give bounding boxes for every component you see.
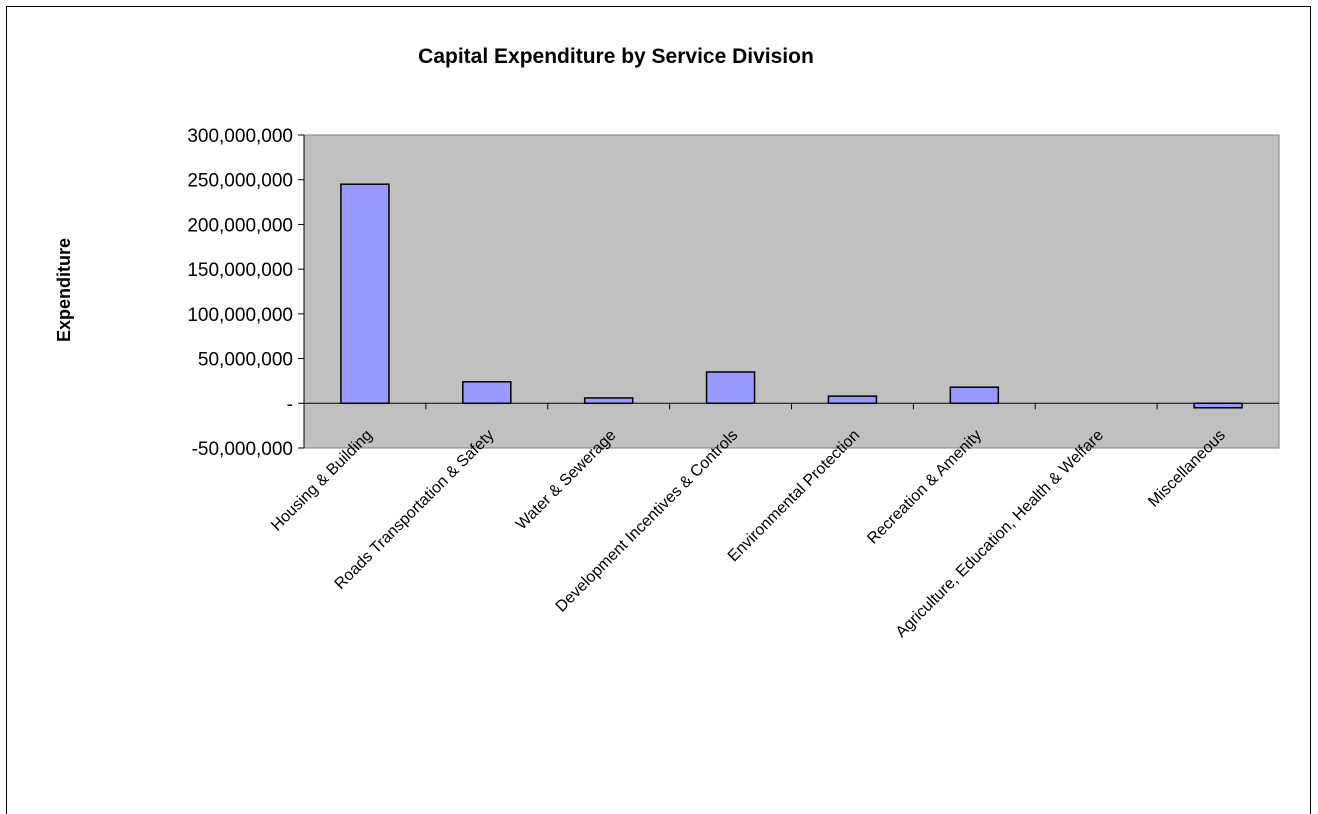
y-tick-label: - [287, 394, 293, 415]
bar [827, 395, 878, 405]
y-tick-label: 300,000,000 [187, 126, 293, 147]
bars [340, 183, 1243, 409]
bar [462, 381, 512, 405]
chart-title: Capital Expenditure by Service Division [418, 45, 814, 68]
y-tick-label: 250,000,000 [187, 171, 293, 192]
bar [705, 371, 756, 405]
y-axis: 300,000,000 250,000,000 200,000,000 150,000… [187, 126, 305, 460]
zero-axis [304, 402, 1279, 410]
bar [340, 183, 390, 405]
bar [949, 386, 1000, 405]
y-tick-label: -50,000,000 [192, 439, 293, 460]
bar [583, 397, 634, 405]
y-axis-label: Expenditure [54, 238, 74, 342]
y-tick-label: 150,000,000 [187, 260, 293, 281]
bar [1193, 402, 1243, 409]
y-tick-label: 200,000,000 [187, 215, 293, 236]
y-tick-label: 100,000,000 [187, 305, 293, 326]
y-tick-label: 50,000,000 [198, 350, 293, 371]
plot-area [303, 134, 1280, 449]
x-tick-label: Agriculture, Education, Health & Welfare [893, 427, 1107, 641]
